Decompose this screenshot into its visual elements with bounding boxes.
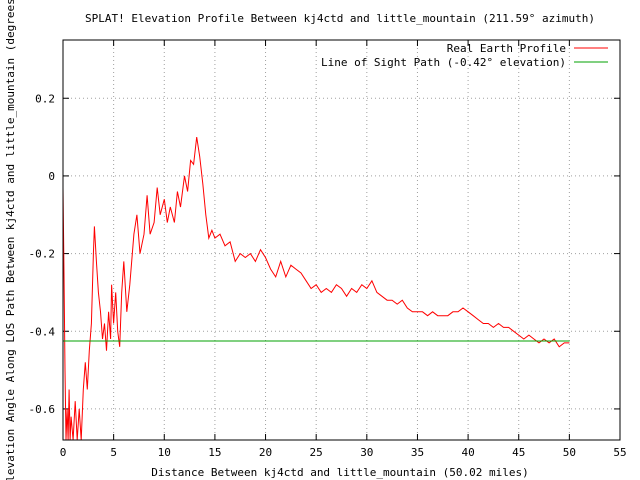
x-tick-label: 45 [512, 446, 525, 459]
plot-frame [62, 39, 621, 441]
x-tick-label: 10 [158, 446, 171, 459]
x-tick-label: 50 [563, 446, 576, 459]
y-tick-label: -0.2 [29, 248, 56, 261]
x-tick-label: 25 [310, 446, 323, 459]
grid-lines [63, 40, 620, 440]
chart-title: SPLAT! Elevation Profile Between kj4ctd … [85, 12, 595, 25]
x-tick-label: 0 [60, 446, 67, 459]
y-tick-label: -0.4 [29, 325, 56, 338]
x-tick-label: 55 [613, 446, 626, 459]
x-tick-label: 5 [110, 446, 117, 459]
legend-entry-label: Real Earth Profile [447, 42, 566, 55]
y-tick-label: 0.2 [35, 92, 55, 105]
real-earth-profile-line [63, 137, 570, 440]
x-tick-label: 40 [461, 446, 474, 459]
y-axis-label: Elevation Angle Along LOS Path Between k… [4, 0, 17, 480]
series-layer [63, 137, 570, 440]
x-tick-label: 30 [360, 446, 373, 459]
y-tick-label: -0.6 [29, 403, 56, 416]
x-axis-label: Distance Between kj4ctd and little_mount… [151, 466, 529, 479]
plot-area [63, 137, 570, 440]
x-tick-label: 20 [259, 446, 272, 459]
x-tick-label: 15 [208, 446, 221, 459]
x-tick-label: 35 [411, 446, 424, 459]
legend-entry-label: Line of Sight Path (-0.42° elevation) [321, 56, 566, 69]
axis-ticks: 0 5 10 15 20 25 30 35 40 45 50 55 -0.6 -0.4 -0.2 0 0.2 [29, 40, 627, 459]
y-tick-label: 0 [48, 170, 55, 183]
